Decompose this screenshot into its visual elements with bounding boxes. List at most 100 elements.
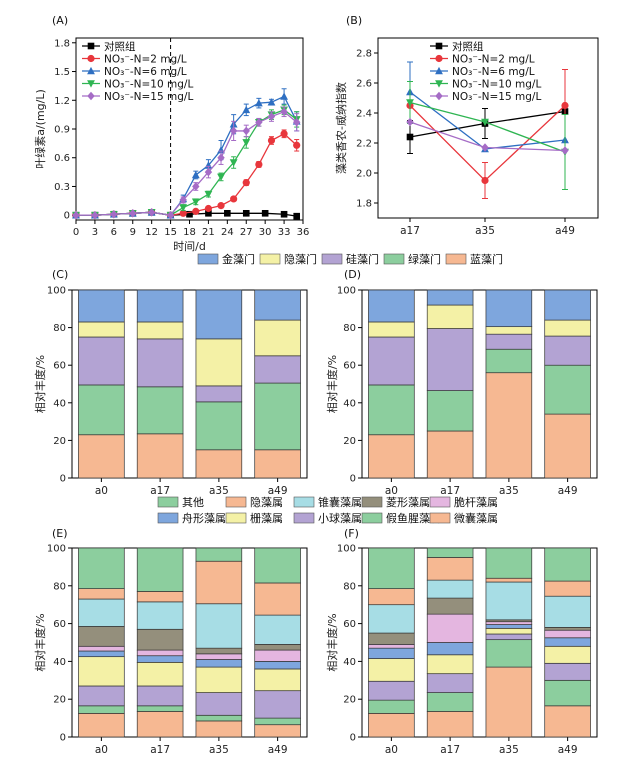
bar-segment (136, 685, 184, 707)
bar-segment (544, 413, 591, 479)
panel-label: (C) (52, 268, 68, 281)
x-tick-label: a0 (95, 744, 108, 756)
legend-label: NO₃⁻-N=2 mg/L (452, 54, 535, 66)
data-point (481, 143, 489, 152)
legend-swatch (157, 512, 179, 524)
bar-segment (78, 434, 125, 479)
data-point (205, 209, 212, 217)
y-axis-label: 相对丰度/% (325, 355, 339, 413)
bar-segment (485, 639, 533, 668)
bar-segment (195, 560, 243, 605)
bar-segment (254, 614, 301, 645)
legend-label: 蓝藻门 (470, 252, 503, 266)
bar-segment (254, 644, 301, 651)
bar-segment (136, 547, 184, 592)
data-point (280, 92, 288, 100)
data-point (242, 179, 250, 187)
y-tick-label: 60 (53, 619, 66, 630)
legend-label: 微囊藻属 (454, 511, 498, 525)
data-point (224, 209, 231, 217)
x-tick-label: a35 (499, 485, 519, 497)
y-axis-label: 相对丰度/% (33, 613, 47, 671)
bar-segment (254, 661, 301, 670)
y-tick-label: 0 (60, 733, 66, 744)
bar-segment (78, 705, 125, 714)
data-point (229, 126, 238, 136)
x-tick-label: 0 (73, 227, 79, 238)
data-point (110, 209, 118, 219)
bar-segment (78, 289, 125, 323)
bar-segment (544, 335, 591, 366)
bar-segment (426, 289, 474, 306)
bar-segment (426, 613, 474, 643)
bar-segment (136, 289, 184, 323)
x-axis-label: 时间/d (173, 240, 206, 253)
x-tick-label: 33 (278, 227, 291, 238)
data-point (186, 210, 193, 218)
y-tick-label: 0.9 (54, 125, 70, 136)
bar-segment (136, 321, 184, 340)
x-tick-label: a49 (558, 485, 578, 497)
bar-segment (195, 401, 243, 451)
data-point (129, 208, 137, 218)
y-tick-label: 0 (350, 733, 356, 744)
data-point (166, 210, 175, 220)
data-point (191, 198, 200, 206)
data-point (280, 210, 288, 218)
y-tick-label: 0 (60, 474, 66, 485)
data-point (481, 118, 489, 127)
bar-segment (136, 628, 184, 651)
bar-segment (136, 661, 184, 687)
legend-marker (87, 66, 95, 75)
x-tick-label: a0 (95, 485, 108, 497)
bar-segment (78, 685, 125, 707)
bar-segment (195, 653, 243, 660)
data-point (242, 105, 251, 114)
data-point (179, 204, 188, 212)
bar-segment (426, 390, 474, 432)
bar-segment (485, 547, 533, 579)
y-tick-label: 2.0 (356, 169, 372, 180)
bar-segment (485, 633, 533, 641)
bar-segment (426, 430, 474, 479)
bar-segment (78, 588, 125, 600)
y-tick-label: 40 (343, 398, 356, 409)
bar-segment (544, 364, 591, 415)
data-point (229, 159, 238, 167)
data-point (561, 146, 569, 155)
y-tick-label: 20 (53, 436, 66, 447)
x-tick-label: 21 (202, 227, 215, 238)
bar-segment (195, 449, 243, 479)
plot-frame (71, 547, 308, 738)
data-point (179, 209, 187, 217)
y-tick-label: 80 (343, 581, 356, 592)
legend-label: 对照组 (452, 40, 484, 53)
bar-segment (426, 654, 474, 675)
y-axis-label: 藻类香农-威纳指数 (334, 82, 348, 174)
bar-segment (368, 547, 415, 589)
bar-segment (136, 601, 184, 630)
bar-segment (78, 626, 125, 647)
legend-marker (87, 42, 95, 50)
x-tick-label: a17 (440, 485, 460, 497)
data-point (192, 207, 200, 215)
x-tick-label: a49 (268, 485, 288, 497)
bar-segment (78, 656, 125, 687)
data-point (179, 195, 187, 205)
legend-label: 隐藻属 (250, 496, 283, 509)
data-point (242, 209, 250, 217)
bar-segment (368, 644, 415, 649)
data-point (191, 170, 200, 179)
x-tick-label: a17 (150, 485, 170, 497)
plot-frame (71, 289, 308, 479)
legend-swatch (293, 512, 315, 524)
bar-segment (368, 604, 415, 634)
bar-segment (78, 547, 125, 589)
panel-label: (B) (346, 14, 362, 27)
legend-marker (435, 66, 443, 75)
x-tick-label: a17 (440, 744, 460, 756)
legend-swatch (361, 512, 383, 524)
data-point (406, 133, 414, 141)
y-tick-label: 80 (343, 323, 356, 334)
bar-segment (254, 649, 301, 662)
